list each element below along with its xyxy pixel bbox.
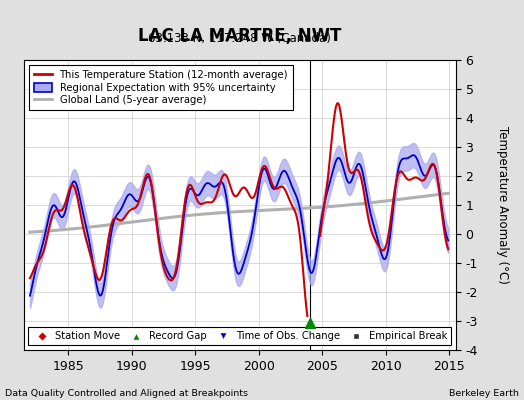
Title: LAC LA MARTRE, NWT: LAC LA MARTRE, NWT (138, 27, 342, 45)
Text: 63.133 N, 117.248 W (Canada): 63.133 N, 117.248 W (Canada) (148, 32, 331, 44)
Text: Data Quality Controlled and Aligned at Breakpoints: Data Quality Controlled and Aligned at B… (5, 389, 248, 398)
Y-axis label: Temperature Anomaly (°C): Temperature Anomaly (°C) (496, 126, 509, 284)
Legend: Station Move, Record Gap, Time of Obs. Change, Empirical Break: Station Move, Record Gap, Time of Obs. C… (28, 327, 451, 345)
Text: Berkeley Earth: Berkeley Earth (449, 389, 519, 398)
